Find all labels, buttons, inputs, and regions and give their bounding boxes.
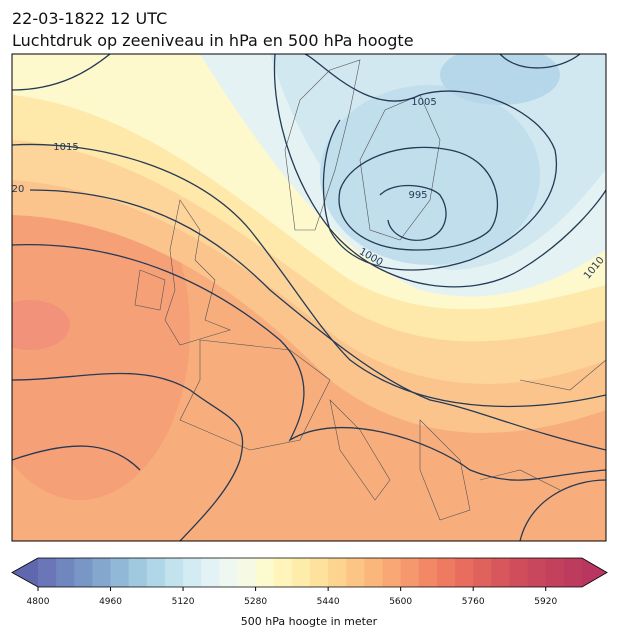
colorbar-segment xyxy=(219,558,238,587)
colorbar-segment xyxy=(545,558,565,587)
title-line1: 22-03-1822 12 UTC xyxy=(12,9,167,28)
colorbar-segment xyxy=(38,558,57,587)
colorbar-tick-label: 4960 xyxy=(99,597,122,607)
colorbar-segment xyxy=(291,558,311,587)
colorbar-tick-label: 5120 xyxy=(172,597,195,607)
colorbar-segment xyxy=(346,558,365,587)
colorbar-segment xyxy=(201,558,220,587)
colorbar-segment xyxy=(128,558,148,587)
contour-label: 1005 xyxy=(411,97,436,108)
colorbar-segment xyxy=(455,558,474,587)
colorbar-segment xyxy=(164,558,184,587)
map: 1005 1015 20 995 1000 1010 xyxy=(12,54,606,541)
title-line2: Luchtdruk op zeeniveau in hPa en 500 hPa… xyxy=(12,31,414,50)
contour-label: 995 xyxy=(408,190,427,201)
colorbar-tick-label: 5440 xyxy=(317,597,340,607)
colorbar: 4800 4960 5120 5280 5440 5600 5760 5920 xyxy=(11,557,608,607)
colorbar-segment xyxy=(110,558,130,587)
contour-label: 20 xyxy=(12,184,25,195)
colorbar-segment xyxy=(255,558,275,587)
colorbar-segment xyxy=(74,558,93,587)
colorbar-tick-label: 5600 xyxy=(389,597,412,607)
colorbar-segment xyxy=(400,558,420,587)
colorbar-under xyxy=(12,558,38,587)
colorbar-segment xyxy=(382,558,402,587)
colorbar-segment xyxy=(563,558,583,587)
colorbar-segment xyxy=(364,558,384,587)
colorbar-tick-label: 5920 xyxy=(534,597,557,607)
contour-label: 1015 xyxy=(53,142,78,153)
colorbar-segment xyxy=(237,558,257,587)
colorbar-segment xyxy=(56,558,75,587)
colorbar-over xyxy=(582,558,607,587)
colorbar-segment xyxy=(328,558,347,587)
colorbar-segment xyxy=(473,558,492,587)
colorbar-segment xyxy=(183,558,202,587)
colorbar-tick-label: 5760 xyxy=(462,597,485,607)
colorbar-tick-label: 5280 xyxy=(244,597,267,607)
colorbar-segment xyxy=(310,558,329,587)
colorbar-segment xyxy=(92,558,112,587)
colorbar-outline xyxy=(11,557,608,588)
colorbar-segment xyxy=(527,558,547,587)
colorbar-segment xyxy=(509,558,529,587)
colorbar-segment xyxy=(491,558,510,587)
colorbar-tick-label: 4800 xyxy=(27,597,50,607)
colorbar-segment xyxy=(273,558,293,587)
colorbar-segment xyxy=(436,558,456,587)
colorbar-segment xyxy=(146,558,166,587)
colorbar-label: 500 hPa hoogte in meter xyxy=(241,615,378,628)
map-frame xyxy=(11,53,607,542)
colorbar-segment xyxy=(418,558,438,587)
